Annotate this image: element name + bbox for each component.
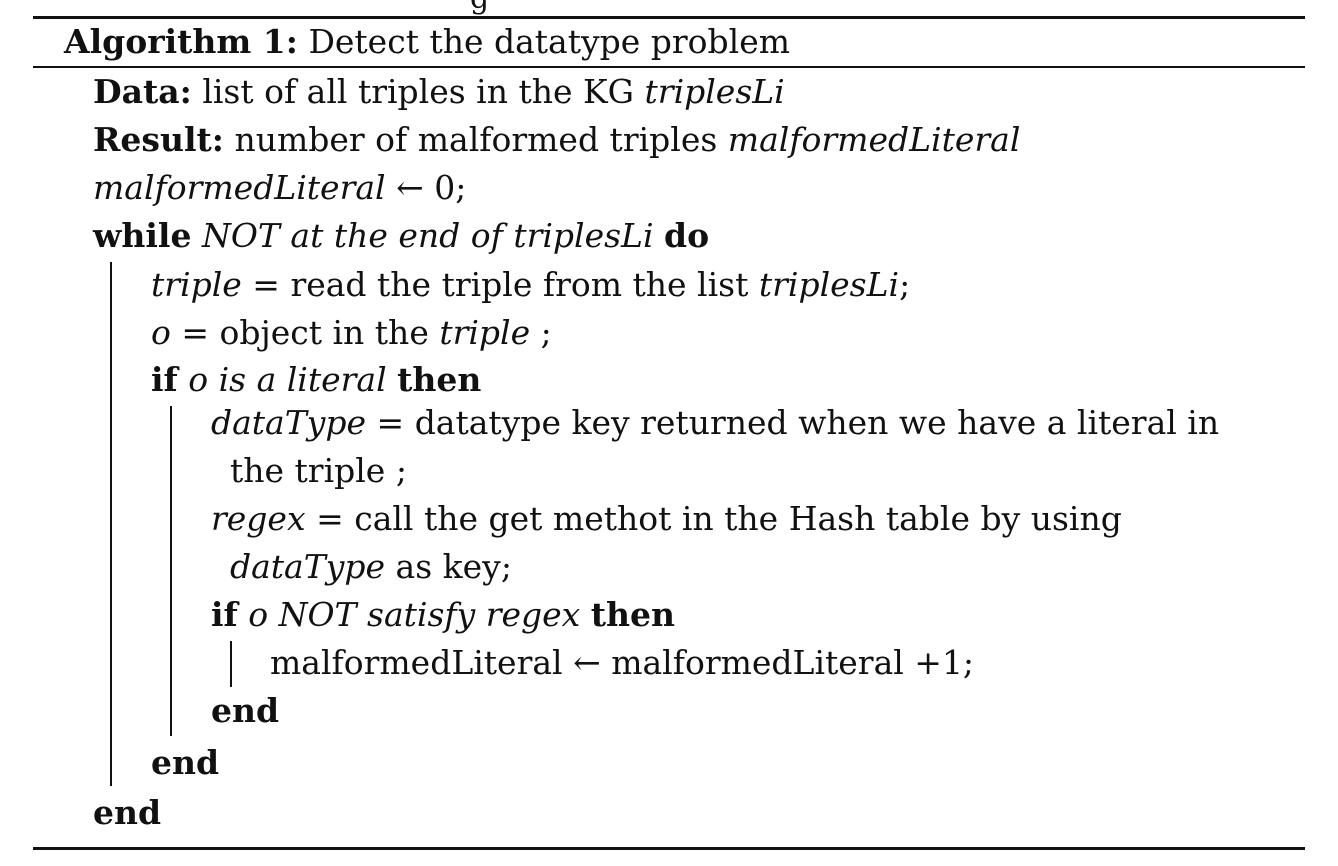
end-keyword-outer: end xyxy=(93,793,162,832)
regex-equals: = xyxy=(305,499,355,538)
triple-text: read the triple from the list xyxy=(290,265,749,304)
result-text: number of malformed triples xyxy=(234,120,718,159)
datatype-continuation-text: the triple ; xyxy=(230,451,407,490)
data-variable: triplesLi xyxy=(644,72,785,111)
increment-line: malformedLiteral ← malformedLiteral +1; xyxy=(270,643,974,683)
algorithm-title: Detect the datatype problem xyxy=(308,22,791,61)
regex-continuation-variable: dataType xyxy=(230,547,386,586)
end-keyword-middle: end xyxy=(151,743,220,782)
result-variable: malformedLiteral xyxy=(727,120,1021,159)
result-keyword: Result: xyxy=(93,120,224,159)
then-keyword-2: then xyxy=(590,595,676,634)
init-line: malformedLiteral ← 0; xyxy=(93,168,466,208)
if-literal-block-bar xyxy=(170,406,172,736)
triple-end: ; xyxy=(899,265,911,304)
object-text: object in the xyxy=(219,313,429,352)
init-assignment: ← 0; xyxy=(396,168,467,207)
increment-statement: malformedLiteral ← malformedLiteral +1; xyxy=(270,643,975,682)
triple-equals: = xyxy=(241,265,291,304)
data-line: Data: list of all triples in the KG trip… xyxy=(93,72,785,112)
regex-variable: regex xyxy=(211,499,306,538)
regex-text: call the get methot in the Hash table by… xyxy=(354,499,1122,538)
while-condition: NOT at the end of triplesLi xyxy=(201,216,654,255)
result-line: Result: number of malformed triples malf… xyxy=(93,120,1020,160)
regex-continuation-text: as key; xyxy=(395,547,512,586)
regex-continuation: dataType as key; xyxy=(230,547,512,587)
object-line: o = object in the triple ; xyxy=(151,313,552,353)
object-end: ; xyxy=(530,313,552,352)
datatype-continuation: the triple ; xyxy=(230,451,407,491)
end-while: end xyxy=(93,793,161,833)
end-if-literal: end xyxy=(151,743,219,783)
object-equals: = xyxy=(170,313,220,352)
algorithm-caption: Algorithm 1: Detect the datatype problem xyxy=(64,22,790,62)
end-if-regex: end xyxy=(211,691,279,731)
while-keyword: while xyxy=(93,216,192,255)
algorithm-label: Algorithm 1: xyxy=(64,22,298,61)
while-block-bar xyxy=(110,262,112,786)
then-keyword: then xyxy=(397,360,482,399)
while-line: while NOT at the end of triplesLi do xyxy=(93,216,709,256)
triple-line: triple = read the triple from the list t… xyxy=(151,265,910,305)
triple-list-variable: triplesLi xyxy=(758,265,900,304)
if-keyword: if xyxy=(151,360,178,399)
if-regex-block-bar xyxy=(230,641,232,687)
if-regex-condition: o NOT satisfy regex xyxy=(248,595,581,634)
top-rule xyxy=(33,16,1305,19)
if-literal-line: if o is a literal then xyxy=(151,360,481,400)
end-keyword-inner: end xyxy=(211,691,280,730)
regex-line: regex = call the get methot in the Hash … xyxy=(211,499,1122,539)
if-regex-line: if o NOT satisfy regex then xyxy=(211,595,675,635)
if-literal-condition: o is a literal xyxy=(188,360,387,399)
if-keyword-2: if xyxy=(211,595,238,634)
data-keyword: Data: xyxy=(93,72,192,111)
datatype-line: dataType = datatype key returned when we… xyxy=(211,403,1219,443)
datatype-text: datatype key returned when we have a lit… xyxy=(414,403,1220,442)
bottom-rule xyxy=(33,847,1305,850)
object-variable: o xyxy=(151,313,171,352)
datatype-variable: dataType xyxy=(211,403,367,442)
datatype-equals: = xyxy=(366,403,415,442)
object-triple-variable: triple xyxy=(439,313,531,352)
triple-variable: triple xyxy=(151,265,242,304)
do-keyword: do xyxy=(664,216,710,255)
init-variable: malformedLiteral xyxy=(93,168,386,207)
caption-rule xyxy=(33,66,1305,68)
cut-off-heading: g xyxy=(470,0,489,14)
data-text: list of all triples in the KG xyxy=(202,72,635,111)
